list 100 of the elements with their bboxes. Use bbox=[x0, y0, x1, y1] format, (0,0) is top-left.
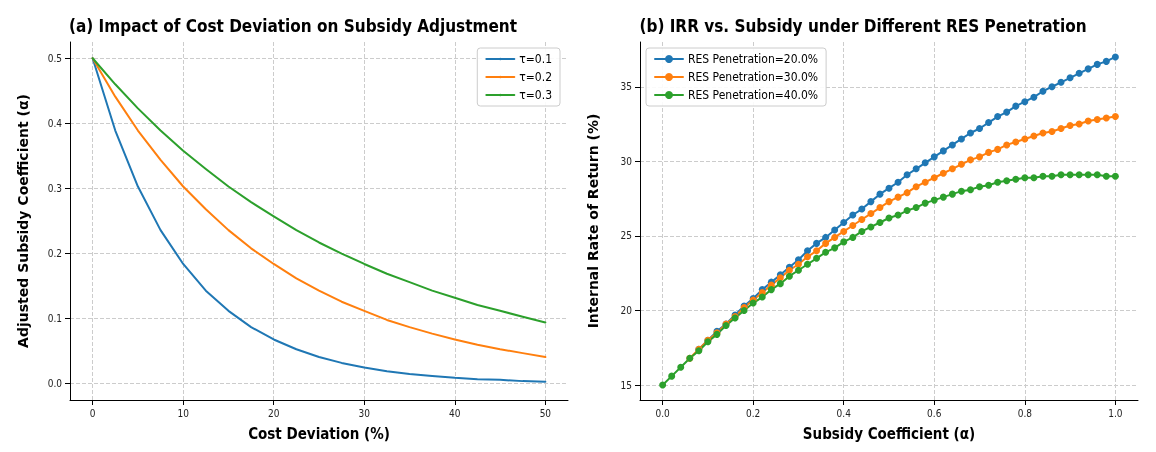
point bbox=[849, 211, 857, 219]
point bbox=[903, 171, 911, 179]
point bbox=[994, 145, 1002, 153]
point bbox=[1039, 172, 1047, 180]
point bbox=[858, 227, 866, 235]
point bbox=[804, 247, 812, 255]
point bbox=[1048, 128, 1056, 135]
point bbox=[939, 169, 947, 177]
x-tick-label: 0.0 bbox=[655, 407, 671, 419]
point bbox=[1111, 53, 1119, 61]
point bbox=[1075, 171, 1083, 179]
point bbox=[1093, 116, 1101, 124]
point bbox=[804, 260, 812, 268]
legend-label: RES Penetration=40.0% bbox=[688, 88, 819, 102]
point bbox=[885, 198, 893, 206]
x-tick-label: 0.8 bbox=[1017, 407, 1033, 419]
point bbox=[994, 113, 1002, 121]
point bbox=[948, 190, 956, 198]
point bbox=[930, 174, 938, 182]
point bbox=[1030, 93, 1038, 101]
point bbox=[1102, 172, 1110, 180]
x-tick-label: 0 bbox=[89, 407, 96, 419]
x-tick-label: 0.4 bbox=[836, 407, 852, 419]
point bbox=[1084, 65, 1092, 73]
y-axis-title: Adjusted Subsidy Coefficient (α) bbox=[15, 94, 31, 348]
point bbox=[1093, 171, 1101, 179]
point bbox=[813, 254, 821, 262]
point bbox=[813, 247, 821, 255]
point bbox=[903, 207, 911, 215]
point bbox=[921, 178, 929, 186]
point bbox=[976, 183, 984, 191]
point bbox=[912, 165, 920, 173]
point bbox=[1021, 135, 1029, 143]
point bbox=[1003, 177, 1011, 185]
point bbox=[876, 190, 884, 198]
y-axis-title: Internal Rate of Return (%) bbox=[585, 113, 601, 329]
x-tick-label: 50 bbox=[539, 407, 552, 419]
point bbox=[1084, 117, 1092, 125]
point bbox=[1066, 171, 1074, 179]
y-tick-label: 25 bbox=[620, 230, 632, 242]
chart-title: (a) Impact of Cost Deviation on Subsidy Adjustment bbox=[68, 15, 518, 36]
point bbox=[894, 178, 902, 186]
y-tick-label: 0.5 bbox=[47, 52, 62, 64]
y-tick-label: 20 bbox=[620, 305, 633, 316]
point bbox=[903, 189, 911, 197]
x-axis-title: Subsidy Coefficient (α) bbox=[802, 424, 976, 443]
point bbox=[659, 381, 667, 389]
point bbox=[677, 363, 685, 371]
point bbox=[985, 119, 993, 127]
point bbox=[985, 181, 993, 189]
point bbox=[858, 205, 866, 213]
x-tick-label: 10 bbox=[177, 407, 190, 419]
point bbox=[1021, 98, 1029, 106]
legend-label: τ=0.3 bbox=[519, 88, 553, 102]
y-tick-label: 35 bbox=[620, 81, 632, 93]
y-tick-label: 0.2 bbox=[47, 248, 62, 260]
point bbox=[976, 153, 984, 161]
point bbox=[1021, 174, 1029, 182]
point bbox=[794, 266, 802, 274]
y-tick-label: 0.4 bbox=[47, 117, 63, 129]
point bbox=[1084, 171, 1092, 179]
x-tick-label: 40 bbox=[449, 407, 461, 419]
point bbox=[831, 244, 839, 252]
point bbox=[758, 293, 766, 301]
point bbox=[948, 141, 956, 149]
point bbox=[867, 210, 875, 218]
point bbox=[994, 178, 1002, 186]
x-tick-label: 20 bbox=[268, 407, 280, 419]
point bbox=[1093, 60, 1101, 68]
y-tick-label: 0.3 bbox=[47, 182, 62, 194]
point bbox=[1102, 114, 1110, 122]
x-tick-label: 1.0 bbox=[1108, 407, 1123, 419]
y-tick-label: 0.0 bbox=[47, 378, 63, 390]
point bbox=[1066, 74, 1074, 82]
point bbox=[1012, 138, 1020, 146]
point bbox=[967, 129, 974, 137]
point bbox=[849, 233, 857, 241]
point bbox=[912, 204, 920, 212]
point bbox=[1030, 132, 1038, 140]
point bbox=[1057, 171, 1065, 179]
point bbox=[957, 135, 965, 143]
point bbox=[1030, 174, 1038, 182]
point bbox=[858, 216, 866, 224]
point bbox=[948, 165, 956, 173]
point bbox=[957, 187, 965, 195]
point bbox=[804, 253, 812, 261]
legend-label: RES Penetration=20.0% bbox=[688, 52, 819, 66]
x-tick-label: 30 bbox=[358, 407, 371, 419]
point bbox=[939, 193, 947, 201]
point bbox=[794, 260, 802, 268]
point bbox=[1057, 125, 1065, 133]
point bbox=[849, 221, 857, 229]
point bbox=[1012, 175, 1020, 183]
point bbox=[1075, 69, 1083, 77]
x-axis-title: Cost Deviation (%) bbox=[248, 424, 390, 443]
point bbox=[1048, 83, 1056, 91]
point bbox=[1003, 108, 1011, 116]
point bbox=[822, 239, 830, 247]
point bbox=[1066, 122, 1074, 130]
point bbox=[1012, 102, 1020, 110]
